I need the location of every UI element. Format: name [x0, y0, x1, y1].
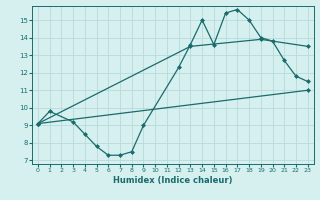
X-axis label: Humidex (Indice chaleur): Humidex (Indice chaleur) [113, 176, 233, 185]
